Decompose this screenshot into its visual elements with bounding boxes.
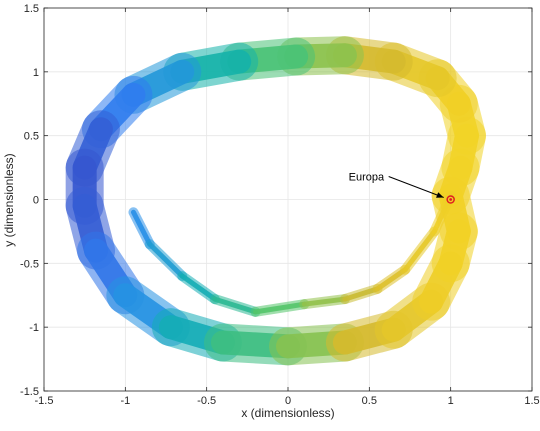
inner-branch-segment bbox=[252, 301, 307, 315]
x-tick-label: 1.5 bbox=[524, 395, 539, 407]
x-tick-label: 1 bbox=[448, 395, 454, 407]
europa-marker-center bbox=[449, 198, 453, 201]
europa-arrowhead bbox=[436, 192, 444, 198]
x-tick-label: -1 bbox=[120, 395, 130, 407]
inner-branch-segment bbox=[130, 209, 153, 247]
x-tick-label: 0.5 bbox=[362, 395, 377, 407]
y-axis-label: y (dimensionless) bbox=[2, 153, 16, 246]
y-tick-label: -0.5 bbox=[20, 258, 39, 270]
inner-branch-segment bbox=[301, 296, 348, 307]
inner-branch-segment bbox=[212, 296, 258, 315]
y-tick-label: 1 bbox=[33, 67, 39, 79]
inner-branch-segment bbox=[342, 286, 380, 302]
europa-marker bbox=[446, 195, 455, 204]
x-tick-label: 0 bbox=[285, 395, 291, 407]
x-axis-label: x (dimensionless) bbox=[241, 406, 334, 420]
y-tick-label: -1.5 bbox=[20, 386, 39, 398]
y-tick-label: 1.5 bbox=[24, 3, 39, 15]
inner-branch-segment bbox=[179, 273, 218, 302]
inner-branch-segment bbox=[147, 241, 185, 279]
annotations: Europa bbox=[349, 172, 455, 204]
y-tick-label: 0.5 bbox=[24, 131, 39, 143]
y-tick-label: 0 bbox=[33, 195, 39, 207]
inner-branch-segment bbox=[402, 228, 437, 273]
europa-label: Europa bbox=[349, 172, 385, 184]
x-tick-label: -1.5 bbox=[35, 395, 54, 407]
x-tick-label: -0.5 bbox=[197, 395, 216, 407]
y-tick-label: -1 bbox=[29, 322, 39, 334]
inner-branch-segment bbox=[374, 267, 408, 292]
trajectory-band bbox=[65, 36, 486, 366]
europa-arrow bbox=[388, 176, 444, 198]
ticks: -1.5 -1 -0.5 0 0.5 1 1.5 -1.5 -1 -0.5 0 0.5 1 1.5 bbox=[20, 3, 540, 407]
